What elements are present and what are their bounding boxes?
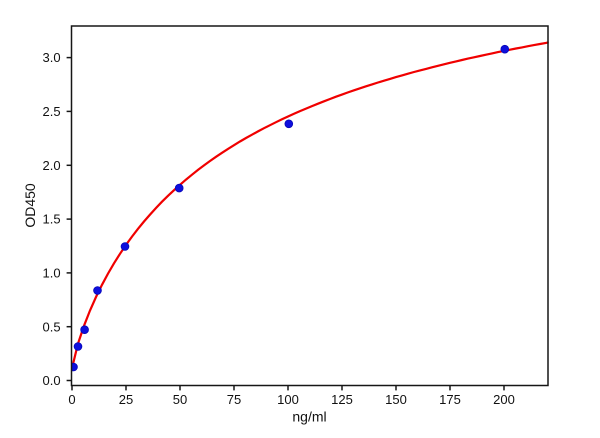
svg-text:0: 0 — [68, 392, 75, 407]
svg-text:ng/ml: ng/ml — [292, 409, 326, 425]
svg-text:200: 200 — [493, 392, 515, 407]
svg-text:0.0: 0.0 — [43, 373, 61, 388]
svg-text:100: 100 — [277, 392, 299, 407]
svg-text:175: 175 — [439, 392, 461, 407]
svg-text:50: 50 — [173, 392, 187, 407]
svg-text:2.0: 2.0 — [43, 158, 61, 173]
svg-text:150: 150 — [385, 392, 407, 407]
svg-text:25: 25 — [119, 392, 133, 407]
svg-text:1.5: 1.5 — [43, 212, 61, 227]
svg-text:75: 75 — [227, 392, 241, 407]
svg-text:2.5: 2.5 — [43, 104, 61, 119]
svg-text:1.0: 1.0 — [43, 266, 61, 281]
svg-text:0.5: 0.5 — [43, 319, 61, 334]
svg-text:OD450: OD450 — [22, 183, 38, 228]
svg-text:3.0: 3.0 — [43, 50, 61, 65]
svg-text:125: 125 — [331, 392, 353, 407]
